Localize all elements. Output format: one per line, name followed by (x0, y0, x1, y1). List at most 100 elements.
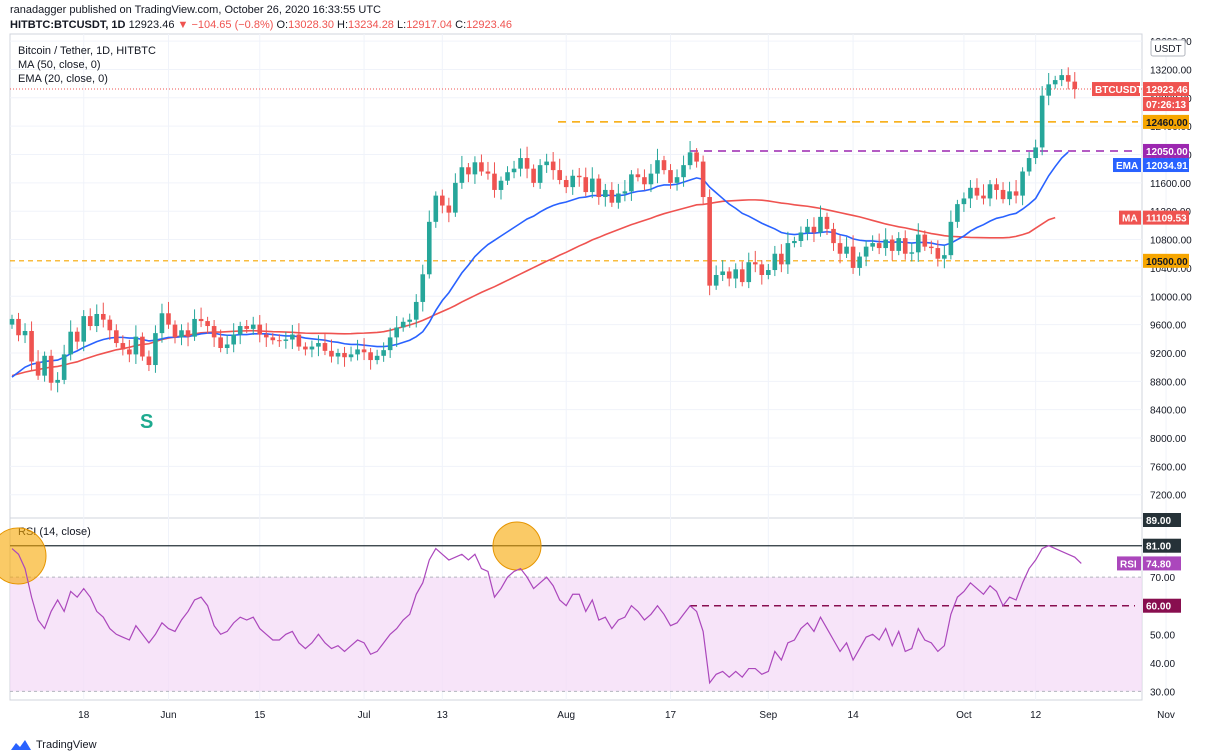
candle-body (942, 255, 947, 259)
candle-body (824, 216, 830, 229)
candle-body (433, 195, 439, 222)
legend-ema[interactable]: EMA (20, close, 0) (18, 73, 108, 85)
candle-body (648, 173, 654, 185)
tag-10500: 10500.00 (1146, 257, 1188, 268)
candle-body (114, 330, 119, 344)
candle-body (811, 226, 817, 233)
legend-ma[interactable]: MA (50, close, 0) (18, 59, 101, 71)
candle-body (381, 350, 386, 356)
candle-body (250, 324, 256, 329)
candle-body (440, 195, 445, 206)
candle-body (668, 170, 673, 183)
high-label: H: (337, 19, 349, 31)
last-price: 12923.46 (128, 19, 175, 31)
legend-title: Bitcoin / Tether, 1D, HITBTC (18, 45, 156, 57)
tag-ma-value: 11109.53 (1146, 214, 1187, 225)
currency-badge[interactable] (1150, 39, 1186, 57)
price-tick-label: 8400.00 (1150, 406, 1187, 417)
candle-body (537, 165, 543, 183)
candle-body (759, 264, 765, 275)
candle-body (407, 319, 413, 322)
price-tick-label: 10400.00 (1150, 264, 1192, 275)
tag-12460-bg (1143, 114, 1189, 129)
candle-body (700, 161, 706, 198)
tag-12050-bg (1143, 143, 1189, 158)
candle-body (413, 301, 419, 320)
candle-body (211, 326, 217, 338)
tag-symbol-bg (1092, 82, 1140, 97)
candle-body (694, 152, 699, 162)
price-tick-label: 11600.00 (1150, 179, 1191, 190)
candle-body (968, 187, 973, 199)
tag-symbol: BTCUSDT (1095, 85, 1143, 96)
candle-body (1013, 191, 1019, 196)
candle-body (915, 234, 921, 253)
candle-body (524, 158, 530, 169)
candle-body (205, 321, 210, 327)
candle-body (805, 226, 810, 233)
candle-body (570, 175, 576, 188)
candle-body (290, 334, 295, 340)
candle-body (426, 221, 432, 275)
candle-body (511, 168, 517, 173)
candle-body (589, 178, 595, 193)
candle-body (309, 346, 315, 350)
candle-body (244, 326, 250, 329)
candle-body (733, 269, 739, 279)
tag-ma-label: MA (1122, 214, 1138, 225)
candle-body (798, 232, 804, 241)
candle-body (348, 354, 354, 358)
tag-ema-value: 12034.91 (1146, 161, 1188, 172)
candle-body (550, 161, 556, 171)
candle-body (1052, 80, 1058, 85)
tag-rsi-label-bg (1117, 556, 1141, 571)
price-tick-label: 10800.00 (1150, 236, 1192, 247)
candle-body (785, 243, 791, 265)
candle-body (883, 239, 888, 249)
candle-body (94, 313, 100, 327)
candle-body (257, 324, 263, 335)
tag-rsi-value-bg (1143, 556, 1181, 571)
candle-body (746, 262, 752, 283)
footer-brand[interactable]: TradingView (36, 739, 97, 751)
candle-body (387, 337, 393, 351)
candle-body (752, 262, 758, 265)
candle-body (1007, 191, 1012, 200)
candle-body (140, 336, 145, 357)
low-label: L: (397, 19, 407, 31)
time-tick-label: 15 (254, 710, 266, 721)
candle-body (948, 221, 954, 256)
candle-body (100, 313, 106, 320)
candle-body (642, 177, 647, 185)
candle-body (498, 180, 504, 190)
tag-12050: 12050.00 (1146, 147, 1188, 158)
price-tick-label: 9600.00 (1150, 321, 1187, 332)
candle-body (863, 246, 869, 257)
author-name[interactable]: ranadagger (10, 4, 67, 16)
candle-body (766, 270, 771, 275)
time-tick-label: 13 (437, 710, 449, 721)
candle-body (355, 349, 360, 355)
candle-body (655, 160, 660, 174)
candle-body (374, 355, 380, 361)
candle-body (231, 334, 236, 345)
horizontal-levels (10, 88, 1142, 262)
candle-body (583, 177, 589, 193)
tag-10500-bg (1143, 253, 1189, 268)
time-tick-label: Sep (759, 710, 777, 721)
candle-body (961, 198, 967, 205)
candle-body (935, 248, 941, 259)
tag-last-price-bg (1143, 82, 1189, 97)
candle-body (68, 331, 73, 355)
candle-body (707, 197, 712, 286)
tag-ma-label-bg (1119, 210, 1141, 225)
candle-body (459, 167, 465, 183)
rsi-tick-label: 50.00 (1150, 630, 1175, 641)
candle-body (159, 313, 165, 334)
open-value: 13028.30 (288, 19, 334, 31)
open-label: O: (276, 19, 289, 31)
candle-body (563, 180, 569, 188)
tag-rsi-top: 89.00 (1146, 516, 1171, 527)
time-tick-label: 12 (1030, 710, 1042, 721)
